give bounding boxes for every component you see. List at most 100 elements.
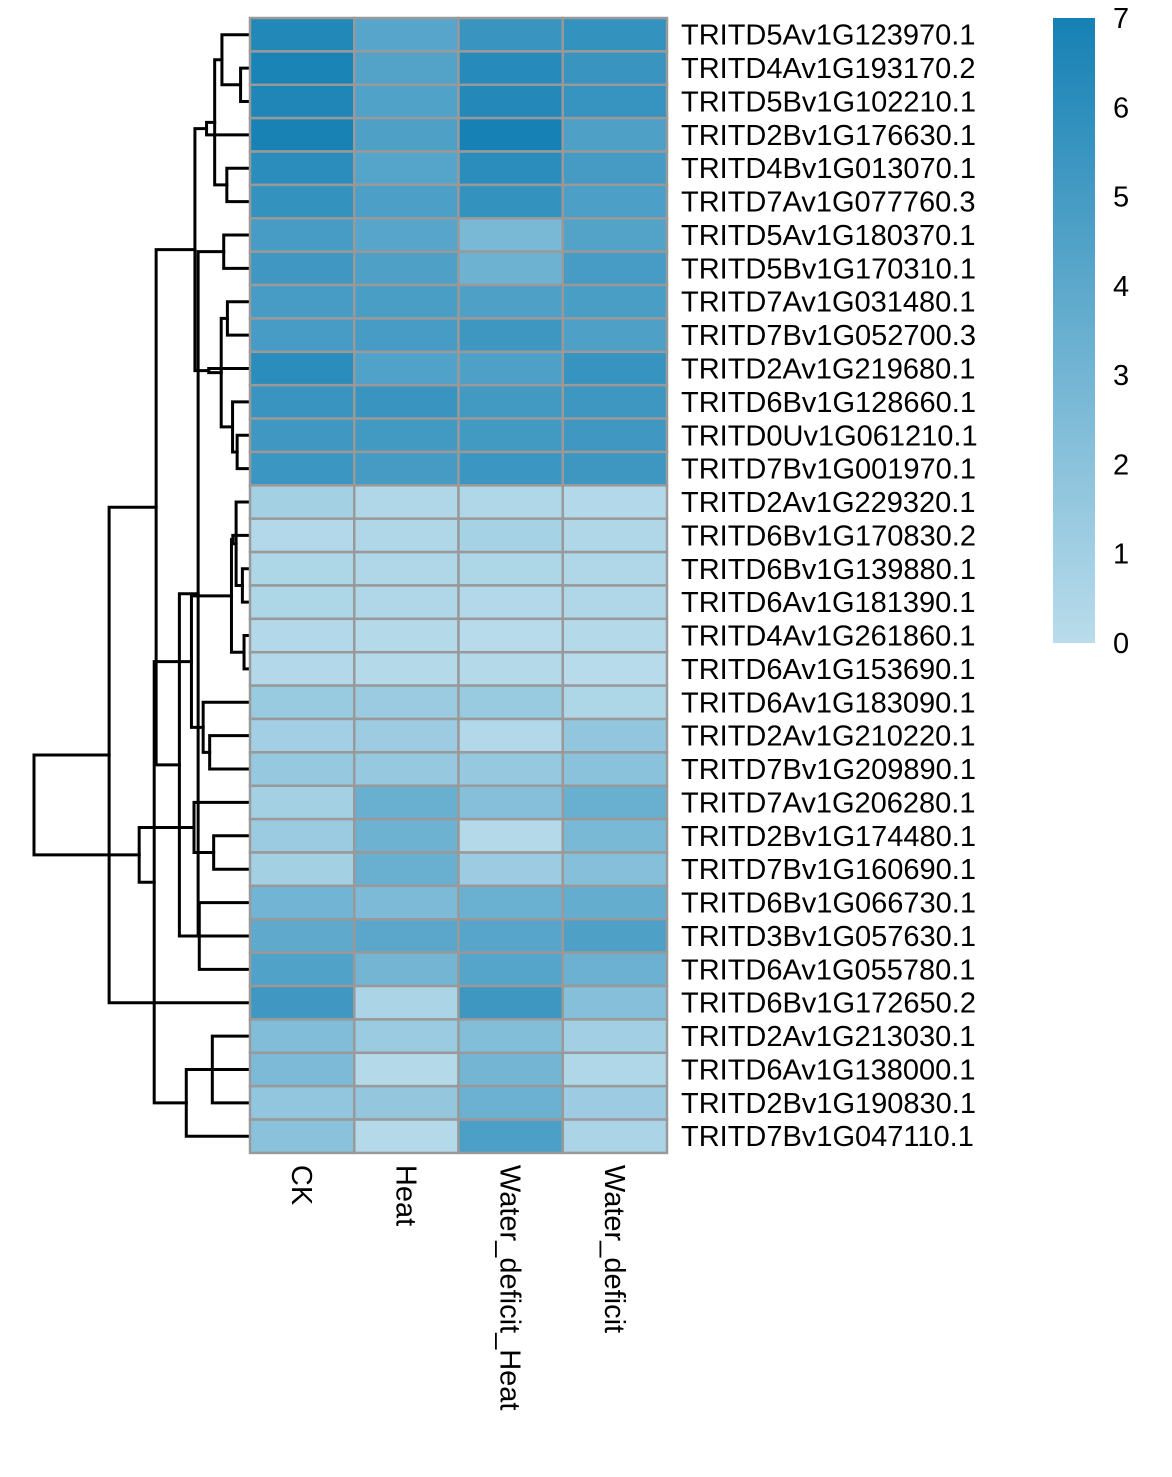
row-label: TRITD5Av1G180370.1 (681, 220, 975, 252)
row-label: TRITD4Bv1G013070.1 (681, 153, 976, 185)
heatmap-cell (248, 1018, 356, 1055)
heatmap-cell (561, 217, 669, 253)
row-label: TRITD5Av1G123970.1 (681, 20, 975, 52)
heatmap-cell (353, 751, 460, 787)
heatmap-cell (457, 984, 564, 1021)
heatmap-cell (561, 317, 669, 354)
heatmap-cell (353, 684, 460, 721)
row-label: TRITD6Bv1G066730.1 (681, 888, 976, 920)
heatmap-cell (248, 250, 356, 287)
dendrogram-branch (208, 734, 250, 771)
dendrogram-branch (225, 300, 250, 337)
heatmap-cell (248, 650, 356, 687)
heatmap-cell (353, 283, 460, 320)
heatmap-cell (248, 417, 356, 454)
heatmap-cell (561, 283, 669, 320)
row-label: TRITD7Av1G077760.3 (681, 187, 975, 219)
row-label: TRITD6Av1G055780.1 (681, 954, 975, 986)
heatmap-cell (353, 150, 460, 187)
heatmap-cell (248, 116, 356, 153)
heatmap-cell (457, 217, 564, 253)
row-label: TRITD2Bv1G190830.1 (681, 1088, 976, 1120)
legend-tick-label: 0 (1113, 628, 1129, 660)
legend-tick-label: 4 (1113, 271, 1129, 303)
heatmap-cell (248, 517, 356, 554)
heatmap-cell (561, 1118, 669, 1155)
heatmap-cell (353, 83, 460, 120)
heatmap-cell (248, 283, 356, 320)
heatmap-cell (248, 484, 356, 520)
heatmap-cell (457, 1018, 564, 1055)
heatmap-cell (457, 116, 564, 153)
heatmap-cell (353, 317, 460, 354)
heatmap-cell (457, 517, 564, 554)
row-label: TRITD6Bv1G139880.1 (681, 554, 976, 586)
heatmap-cell (561, 650, 669, 687)
heatmap-cells (248, 16, 669, 1155)
heatmap-cell (561, 517, 669, 554)
heatmap-cell (457, 884, 564, 921)
heatmap-cell (561, 784, 669, 821)
heatmap-cell (561, 250, 669, 287)
legend-tick-label: 1 (1113, 539, 1129, 571)
heatmap-cell (248, 383, 356, 420)
heatmap-cell (561, 884, 669, 921)
dendrogram-branch (222, 233, 250, 270)
heatmap-cell (457, 317, 564, 354)
heatmap-cell (353, 484, 460, 520)
heatmap-cell (248, 784, 356, 821)
heatmap-cell (457, 684, 564, 721)
heatmap-cell (248, 83, 356, 120)
heatmap-cell (353, 650, 460, 687)
row-label: TRITD4Av1G261860.1 (681, 621, 975, 653)
column-labels: CK Heat Water_deficit_Heat Water_deficit (285, 1165, 630, 1411)
heatmap-cell (457, 350, 564, 387)
heatmap-cell (353, 817, 460, 854)
heatmap-cell (457, 183, 564, 220)
heatmap-cell (353, 116, 460, 153)
heatmap-cell (353, 884, 460, 921)
heatmap-cell (248, 450, 356, 487)
heatmap-cell (561, 1084, 669, 1121)
heatmap-cell (353, 50, 460, 87)
row-label: TRITD7Av1G031480.1 (681, 287, 975, 319)
heatmap-cell (561, 984, 669, 1021)
heatmap-cell (248, 851, 356, 888)
row-label: TRITD6Av1G153690.1 (681, 654, 975, 686)
heatmap-cell (353, 584, 460, 621)
heatmap-cell (353, 984, 460, 1021)
heatmap-cell (457, 717, 564, 754)
legend-tick-label: 5 (1113, 182, 1129, 214)
heatmap-cell (248, 50, 356, 87)
legend-tick-label: 6 (1113, 92, 1129, 124)
dendrogram-branch (177, 592, 201, 938)
dendrogram-branch (32, 753, 141, 857)
heatmap-cell (248, 918, 356, 954)
heatmap-cell (561, 1051, 669, 1088)
row-label: TRITD6Av1G183090.1 (681, 687, 975, 719)
heatmap-cell (248, 751, 356, 787)
column-label: Water_deficit (598, 1165, 630, 1333)
heatmap-cell (457, 1084, 564, 1121)
heatmap-cell (457, 383, 564, 420)
heatmap-cell (561, 383, 669, 420)
heatmap-cell (457, 16, 564, 53)
heatmap-cell (457, 550, 564, 587)
row-label: TRITD7Bv1G160690.1 (681, 854, 976, 886)
dendrogram-branch (225, 166, 250, 204)
row-label: TRITD2Av1G219680.1 (681, 353, 975, 385)
row-label: TRITD7Bv1G047110.1 (681, 1121, 974, 1153)
heatmap-cell (457, 584, 564, 621)
heatmap-cell (457, 650, 564, 687)
heatmap-cell (248, 183, 356, 220)
heatmap-cell (561, 50, 669, 87)
heatmap-cell (353, 16, 460, 53)
heatmap-cell (353, 250, 460, 287)
row-label: TRITD6Av1G138000.1 (681, 1054, 975, 1086)
heatmap-cell (353, 784, 460, 821)
legend-tick-label: 3 (1113, 360, 1129, 392)
row-label: TRITD7Bv1G052700.3 (681, 320, 976, 352)
heatmap-cell (561, 116, 669, 153)
heatmap-cell (457, 417, 564, 454)
heatmap-cell (561, 550, 669, 587)
